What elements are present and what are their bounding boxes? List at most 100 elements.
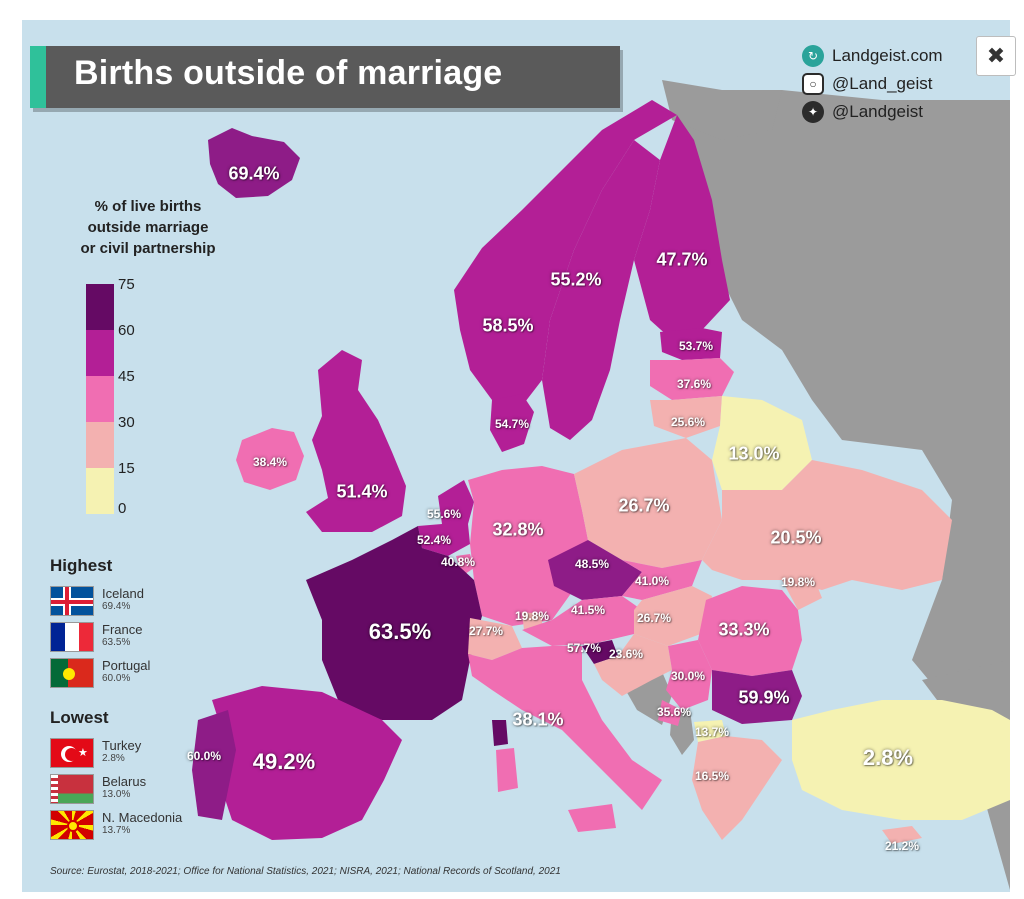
poland-shape bbox=[574, 438, 722, 568]
slovakia-value-label: 41.0% bbox=[634, 574, 670, 588]
portugal-value-label: 60.0% bbox=[186, 749, 222, 763]
denmark-shape bbox=[490, 394, 534, 452]
scale-segment bbox=[86, 284, 114, 330]
lithuania-shape bbox=[650, 396, 722, 438]
corsica-shape bbox=[492, 720, 508, 746]
legend-title-line: or civil partnership bbox=[80, 240, 216, 257]
czechia-value-label: 48.5% bbox=[574, 557, 610, 571]
germany-shape bbox=[468, 466, 588, 626]
portugal-shape bbox=[192, 710, 236, 820]
legend-title-line: outside marriage bbox=[87, 219, 209, 236]
slovakia-shape bbox=[622, 560, 702, 600]
lowest-value: 2.8% bbox=[102, 753, 125, 764]
estonia-shape bbox=[660, 328, 722, 360]
finland-value-label: 47.7% bbox=[656, 249, 708, 270]
austria-value-label: 41.5% bbox=[570, 603, 606, 617]
portugal-flag-icon bbox=[50, 658, 94, 688]
czechia-shape bbox=[548, 540, 642, 600]
latvia-value-label: 37.6% bbox=[676, 377, 712, 391]
website-link[interactable]: ↻ Landgeist.com bbox=[802, 42, 1002, 70]
scale-tick: 30 bbox=[118, 414, 135, 431]
montenegro-shape bbox=[658, 700, 682, 726]
lowest-value: 13.7% bbox=[102, 825, 131, 836]
spain-value-label: 49.2% bbox=[252, 749, 316, 774]
moldova-shape bbox=[782, 578, 822, 610]
close-icon: ✖ bbox=[986, 43, 1006, 68]
highest-value: 63.5% bbox=[102, 637, 131, 648]
sardinia-shape bbox=[496, 748, 518, 792]
italy-shape bbox=[468, 646, 662, 810]
scale-tick: 45 bbox=[118, 368, 135, 385]
russia-region bbox=[682, 90, 1010, 890]
belarus-shape bbox=[712, 396, 812, 490]
twitter-text: @Landgeist bbox=[832, 102, 923, 121]
bulgaria-value-label: 59.9% bbox=[738, 687, 790, 708]
highest-name: Portugal bbox=[102, 658, 151, 673]
greece-shape bbox=[692, 736, 782, 840]
france-value-label: 63.5% bbox=[368, 619, 432, 644]
greece-value-label: 16.5% bbox=[694, 769, 730, 783]
romania-value-label: 33.3% bbox=[718, 619, 770, 640]
close-button[interactable]: ✖ bbox=[976, 36, 1016, 76]
scale-segment bbox=[86, 468, 114, 514]
highest-name: France bbox=[102, 622, 143, 637]
page-title: Births outside of marriage bbox=[74, 54, 503, 92]
slovenia-shape bbox=[582, 640, 618, 664]
serbia-shape bbox=[666, 640, 712, 710]
croatia-value-label: 23.6% bbox=[608, 647, 644, 661]
spain-shape bbox=[212, 686, 402, 840]
instagram-icon: ○ bbox=[802, 73, 824, 95]
turkey-value-label: 2.8% bbox=[862, 745, 914, 770]
twitter-link[interactable]: ✦ @Landgeist bbox=[802, 98, 1002, 126]
ireland-value-label: 38.4% bbox=[252, 455, 288, 469]
instagram-link[interactable]: ○ @Land_geist bbox=[802, 70, 1002, 98]
n-macedonia-value-label: 13.7% bbox=[694, 725, 730, 739]
map-frame: Births outside of marriage ↻ Landgeist.c… bbox=[22, 20, 1010, 892]
scale-segment bbox=[86, 376, 114, 422]
bulgaria-shape bbox=[712, 670, 802, 724]
highest-value: 69.4% bbox=[102, 601, 131, 612]
latvia-shape bbox=[650, 358, 734, 400]
turkey-shape bbox=[792, 700, 1010, 820]
ukraine-value-label: 20.5% bbox=[770, 527, 822, 548]
scale-segment bbox=[86, 330, 114, 376]
title-banner: Births outside of marriage bbox=[30, 46, 620, 108]
iceland-flag-icon bbox=[50, 586, 94, 616]
scale-tick: 0 bbox=[118, 500, 127, 517]
color-scale bbox=[86, 284, 114, 514]
switzerland-shape bbox=[468, 618, 522, 660]
turkey-flag-icon: ★ bbox=[50, 738, 94, 768]
scale-segment bbox=[86, 422, 114, 468]
iceland-shape bbox=[208, 128, 300, 198]
lowest-title: Lowest bbox=[50, 708, 109, 727]
uk-shape bbox=[306, 350, 406, 532]
sweden-shape bbox=[542, 140, 660, 440]
lowest-value: 13.0% bbox=[102, 789, 131, 800]
iceland-value-label: 69.4% bbox=[228, 163, 280, 184]
scale-tick: 75 bbox=[118, 276, 135, 293]
slovenia-value-label: 57.7% bbox=[566, 641, 602, 655]
belarus-value-label: 13.0% bbox=[728, 443, 780, 464]
finland-shape bbox=[634, 115, 730, 338]
highest-title: Highest bbox=[50, 556, 113, 575]
legend-title: % of live births outside marriage or civ… bbox=[58, 196, 238, 259]
hungary-shape bbox=[634, 586, 712, 646]
belarus-flag-icon bbox=[50, 774, 94, 804]
liechtenstein-value-label: 19.8% bbox=[514, 609, 550, 623]
sweden-value-label: 55.2% bbox=[550, 269, 602, 290]
legend-title-line: % of live births bbox=[94, 198, 202, 215]
france-flag-icon bbox=[50, 622, 94, 652]
globe-icon: ↻ bbox=[802, 45, 824, 67]
serbia-value-label: 30.0% bbox=[670, 669, 706, 683]
source-note: Source: Eurostat, 2018-2021; Office for … bbox=[50, 866, 561, 877]
social-links: ↻ Landgeist.com ○ @Land_geist ✦ @Landgei… bbox=[802, 42, 1002, 126]
denmark-value-label: 54.7% bbox=[494, 417, 530, 431]
n-macedonia-flag-icon bbox=[50, 810, 94, 840]
norway-shape bbox=[454, 100, 677, 406]
website-text: Landgeist.com bbox=[832, 46, 943, 65]
estonia-value-label: 53.7% bbox=[678, 339, 714, 353]
scale-tick: 15 bbox=[118, 460, 135, 477]
netherlands-value-label: 55.6% bbox=[426, 507, 462, 521]
n-macedonia-shape bbox=[694, 720, 726, 742]
hungary-value-label: 26.7% bbox=[636, 611, 672, 625]
